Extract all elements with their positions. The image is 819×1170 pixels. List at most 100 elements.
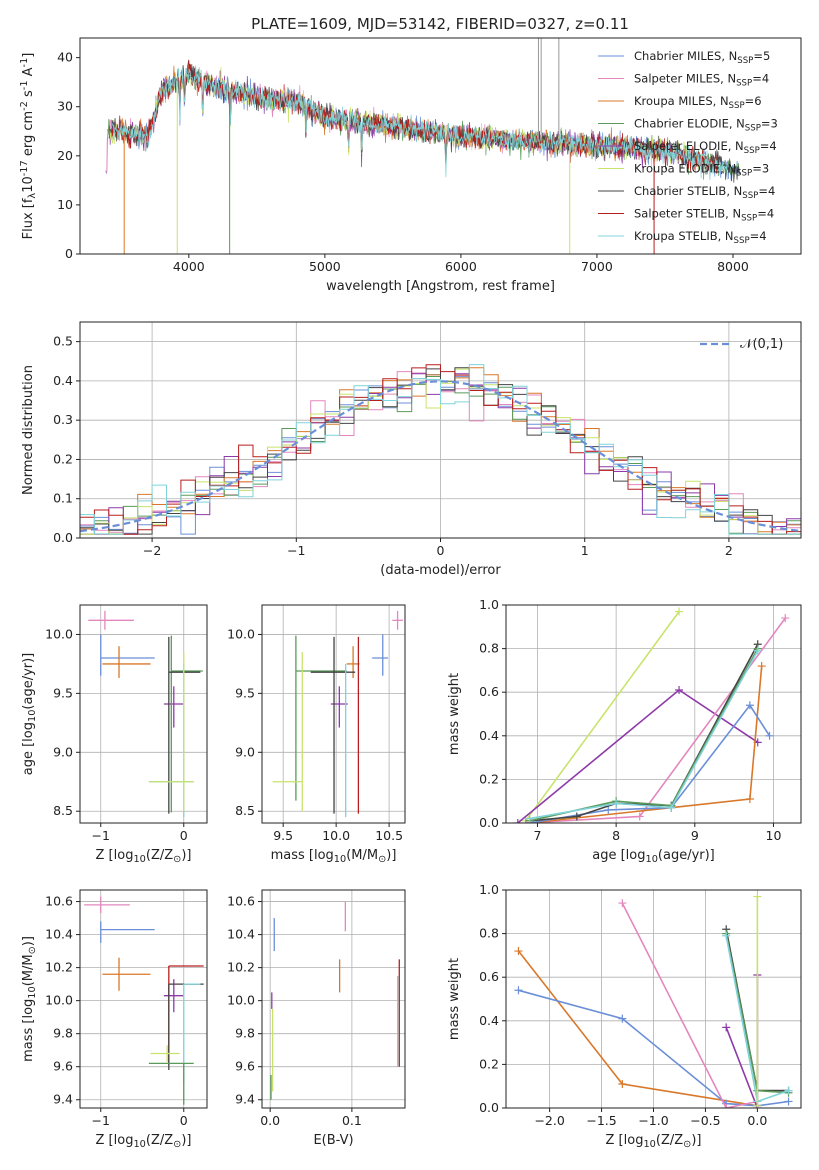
errorbar-point-3 <box>102 957 151 991</box>
x-tick-label: 1 <box>581 543 589 558</box>
y-tick-label: 10.0 <box>227 993 255 1008</box>
data-marker <box>618 1080 627 1089</box>
mass-weight-line-4 <box>725 975 759 1108</box>
errorbar-point-2 <box>372 634 389 676</box>
errorbar-point-5 <box>295 635 347 801</box>
data-marker <box>675 607 684 616</box>
x-axis-label: wavelength [Angstrom, rest frame] <box>326 279 555 294</box>
y-axis-label: age [log10​(age/yr)] <box>21 653 38 776</box>
legend-entry: Salpeter ELODIE, NSSP​=4 <box>634 139 777 156</box>
data-marker <box>572 812 581 821</box>
y-tick-label: 9.0 <box>53 744 73 759</box>
spectrum-line-9 <box>112 65 728 181</box>
data-marker <box>618 1014 627 1023</box>
chart-panel-4: 9.5 10.0 10.5 8.5 9.0 9.5 10.0 mass [log10​(M/M… <box>227 604 406 865</box>
y-tick-label: 0.0 <box>479 1100 499 1115</box>
y-tick-label: 20 <box>57 148 73 163</box>
data-marker <box>618 899 627 908</box>
data-marker <box>604 805 613 814</box>
x-tick-label: −1 <box>92 1113 110 1128</box>
y-axis-label: mass weight <box>447 673 462 755</box>
axes-frame <box>79 604 208 824</box>
x-tick-label: 10.5 <box>375 828 403 843</box>
y-tick-label: 0.1 <box>53 491 73 506</box>
legend-entry: Chabrier MILES, NSSP​=5 <box>634 49 770 66</box>
x-tick-label: −2 <box>143 543 161 558</box>
mass-weight-line-4 <box>529 665 763 823</box>
x-tick-label: 0.0 <box>747 1113 767 1128</box>
y-tick-label: 10.0 <box>227 626 255 641</box>
y-tick-label: 8.5 <box>53 803 73 818</box>
y-tick-label: 9.8 <box>235 1026 255 1041</box>
y-tick-label: 0.5 <box>53 334 73 349</box>
x-tick-label: 8 <box>612 828 620 843</box>
data-marker <box>784 1086 793 1095</box>
axes-frame <box>79 889 208 1109</box>
errorbar-point-9 <box>272 652 303 812</box>
x-tick-label: 9 <box>691 828 699 843</box>
x-tick-label: 7 <box>533 828 541 843</box>
x-axis-label: E(B-V) <box>313 1133 353 1148</box>
x-axis-label: age [log10​(age/yr)] <box>592 848 715 865</box>
data-marker <box>753 892 762 901</box>
y-tick-label: 9.5 <box>235 685 255 700</box>
chart-panel-1: 4000 5000 6000 7000 8000 0 10 20 30 40 wavelength … <box>19 37 802 294</box>
errorbar-point-2 <box>100 921 155 943</box>
y-tick-label: 0.3 <box>53 412 73 427</box>
y-tick-label: 0.0 <box>53 530 73 545</box>
data-marker <box>635 812 644 821</box>
y-tick-label: 0 <box>65 246 73 261</box>
legend-entry: Chabrier ELODIE, NSSP​=3 <box>634 117 778 134</box>
x-tick-label: −1 <box>287 543 305 558</box>
errorbar-point-6 <box>310 636 356 814</box>
x-tick-label: −0.5 <box>690 1113 720 1128</box>
y-tick-label: 10.2 <box>45 960 73 975</box>
y-tick-label: 10.6 <box>227 894 255 909</box>
data-marker <box>513 819 522 823</box>
y-axis-label: mass [log10​(M/M⊙​)] <box>21 936 38 1062</box>
plot-area <box>80 364 801 535</box>
figure-title: PLATE=1609, MJD=53142, FIBERID=0327, z=0… <box>251 15 629 33</box>
y-tick-label: 9.6 <box>53 1059 73 1074</box>
x-axis-label: Z [log10​(Z/Z⊙​)] <box>96 1133 192 1150</box>
legend-entry: Kroupa MILES, NSSP​=6 <box>634 94 762 111</box>
y-tick-label: 0.8 <box>479 926 499 941</box>
y-tick-label: 9.4 <box>53 1092 73 1107</box>
x-tick-label: 10.0 <box>322 828 350 843</box>
axes-frame <box>79 37 802 255</box>
chart-panel-8: −2.0 −1.5 −1.0 −0.5 0.0 0.0 0.2 0.4 0.6 0.8 1.0 Z [… <box>447 882 802 1150</box>
plot-area <box>105 38 741 254</box>
chart-panel-5: 7 8 9 10 0.0 0.2 0.4 0.6 0.8 1.0 age [log10​(age/y… <box>447 597 802 865</box>
x-tick-label: 9.5 <box>273 828 293 843</box>
errorbar-point-1 <box>84 896 130 914</box>
legend-entry: Kroupa STELIB, NSSP​=4 <box>634 229 767 246</box>
y-tick-label: 9.8 <box>53 1026 73 1041</box>
data-marker <box>757 662 766 671</box>
data-marker <box>722 1104 731 1108</box>
mass-weight-line-3 <box>621 902 758 1108</box>
errorbar-point-1 <box>392 610 403 630</box>
y-tick-label: 0.0 <box>479 815 499 830</box>
plot-area <box>84 896 204 1105</box>
y-tick-label: 0.6 <box>479 969 499 984</box>
legend-entry: Kroupa ELODIE, NSSP​=3 <box>634 162 769 179</box>
y-tick-label: 10.2 <box>227 960 255 975</box>
errorbar-point-9 <box>150 1045 180 1062</box>
mass-weight-line-7 <box>529 648 759 822</box>
y-tick-label: 0.2 <box>479 771 499 786</box>
x-tick-label: 0.1 <box>342 1113 362 1128</box>
x-tick-label: 6000 <box>445 259 477 274</box>
mass-weight-line-1 <box>525 611 680 822</box>
y-tick-label: 0.6 <box>479 684 499 699</box>
spectrum-line-8 <box>111 59 719 174</box>
y-tick-label: 10.0 <box>45 993 73 1008</box>
x-tick-label: 0 <box>180 1113 188 1128</box>
x-tick-label: −1 <box>92 828 110 843</box>
data-marker <box>514 947 523 956</box>
x-axis-label: mass [log10​(M/M⊙​)] <box>271 848 397 865</box>
data-marker <box>765 731 774 740</box>
chart-panel-7: 0.0 0.1 9.4 9.6 9.8 10.0 10.2 10.4 10.6 E(B-V) <box>227 889 406 1148</box>
y-tick-label: 0.4 <box>479 728 499 743</box>
legend-entry: 𝒩(0,1) <box>740 337 783 352</box>
y-tick-label: 9.6 <box>235 1059 255 1074</box>
